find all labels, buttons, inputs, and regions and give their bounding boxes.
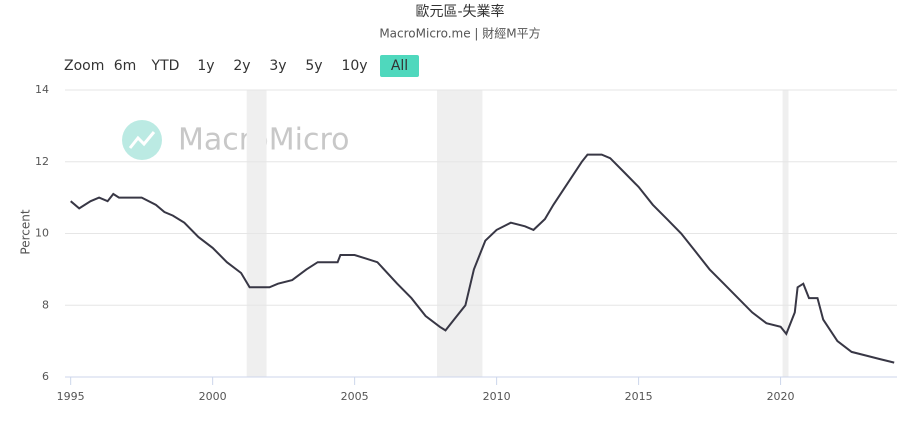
y-axis-label: Percent [19,209,33,254]
watermark-logo [122,120,162,160]
x-tick-label: 2005 [341,390,369,403]
y-tick-label: 14 [35,83,49,96]
zoom-label: Zoom [64,58,104,74]
x-tick-label: 2020 [767,390,795,403]
zoom-button[interactable]: 5y [305,58,322,74]
y-tick-label: 12 [35,155,49,168]
x-tick-label: 2010 [483,390,511,403]
zoom-button[interactable]: 1y [197,58,214,74]
x-tick-label: 2000 [199,390,227,403]
y-tick-label: 10 [35,227,49,240]
zoom-button[interactable]: All [391,58,408,74]
chart-subtitle: MacroMicro.me | 財經M平方 [379,26,540,41]
zoom-button[interactable]: YTD [151,58,180,74]
zoom-button[interactable]: 3y [269,58,286,74]
zoom-button-bg[interactable] [380,55,419,77]
x-tick-label: 1995 [57,390,85,403]
line-series [70,153,895,364]
y-tick-label: 8 [42,298,49,311]
zoom-button[interactable]: 6m [114,58,137,74]
chart-title: 歐元區-失業率 [415,3,504,20]
zoom-button[interactable]: 10y [341,58,367,74]
y-tick-label: 6 [42,370,49,383]
zoom-button[interactable]: 2y [233,58,250,74]
x-tick-label: 2015 [625,390,653,403]
